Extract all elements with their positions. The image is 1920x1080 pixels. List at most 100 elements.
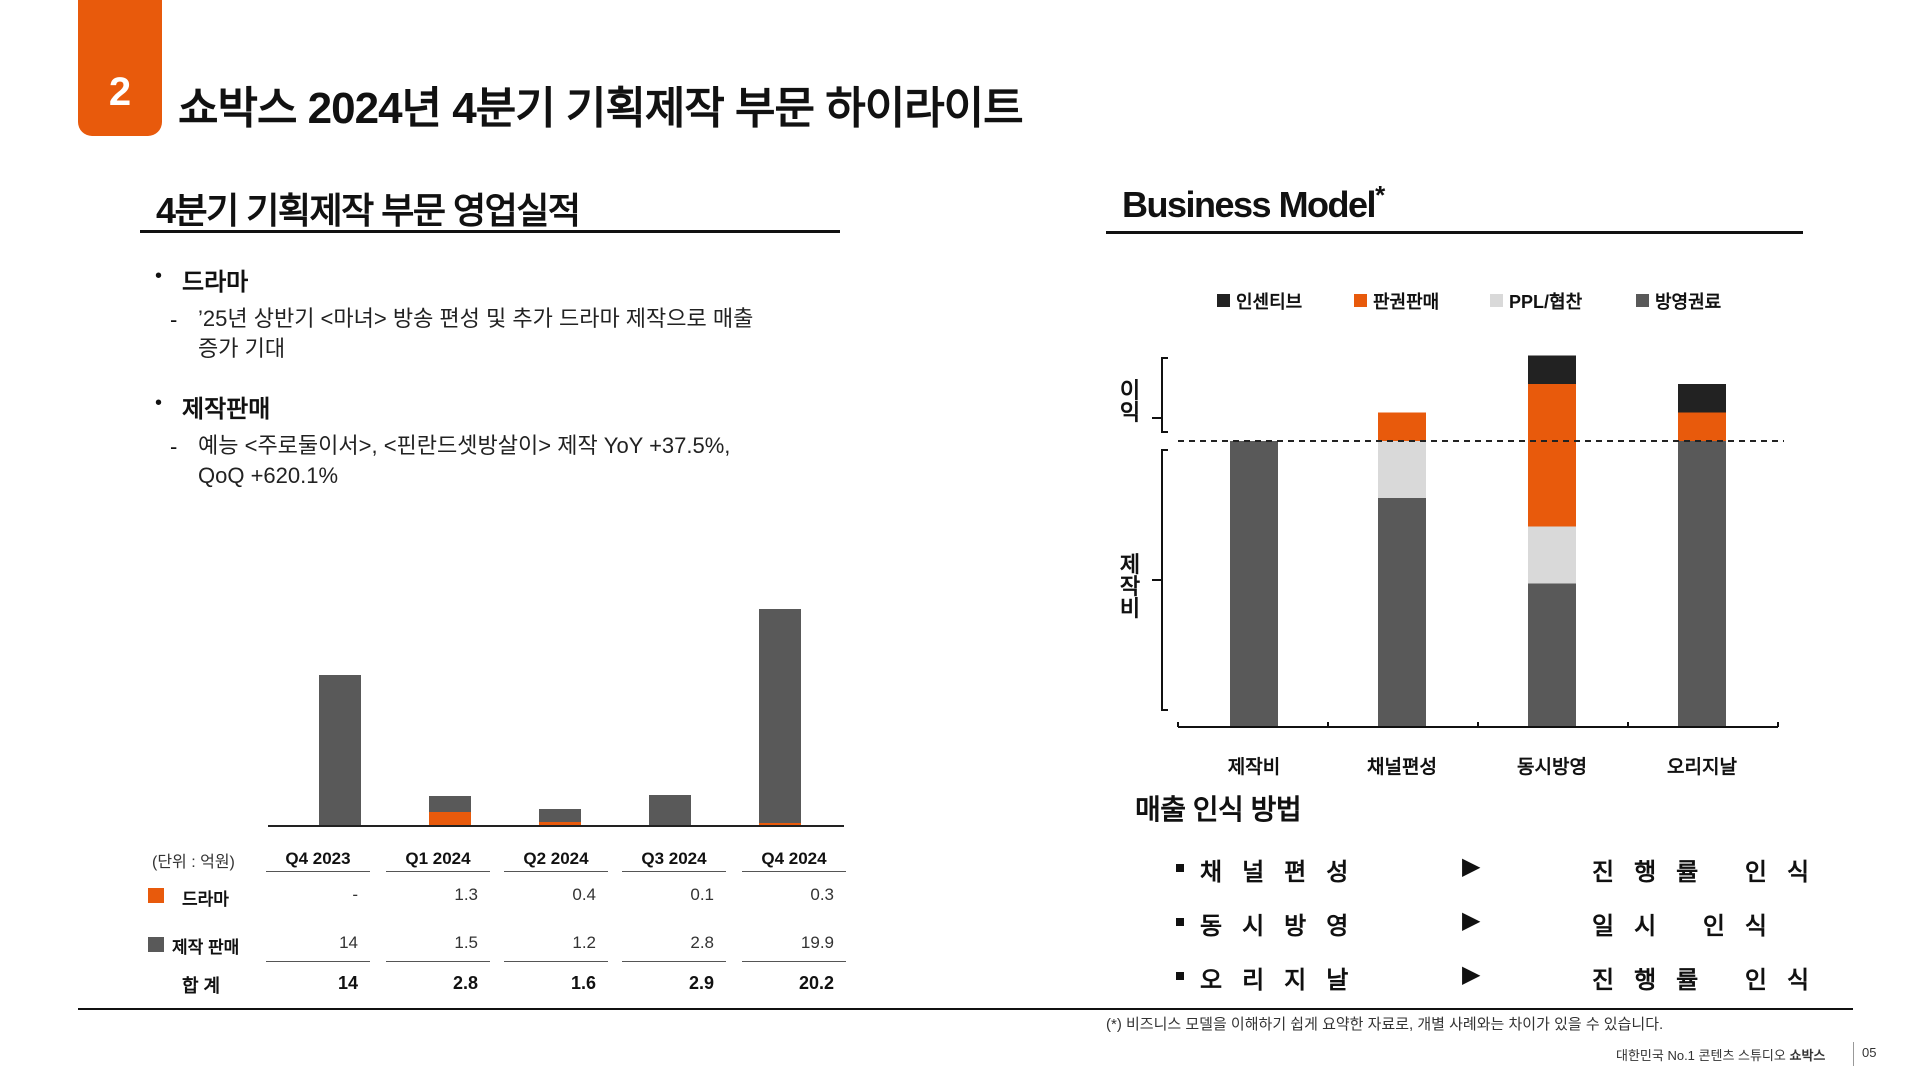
footer-tagline-text: 대한민국 No.1 콘텐츠 스튜디오 [1616, 1048, 1786, 1063]
side-label-profit: 이 익 [1118, 380, 1142, 424]
right-heading-rule [1106, 231, 1803, 234]
table-cell: 1.2 [572, 933, 596, 952]
revenue-item-type: 채널편성 [1200, 859, 1369, 886]
legend-swatch-rights-sales [1354, 294, 1367, 307]
column-header: Q4 2023 [285, 849, 351, 868]
legend-swatch-incentive [1217, 294, 1230, 307]
x-category-label: 제작비 [1227, 757, 1281, 778]
bar-production-sales [429, 795, 471, 812]
revenue-recognition-title: 매출 인식 방법 [1135, 794, 1302, 825]
bullet-dot: • [155, 265, 163, 287]
section-number: 2 [108, 70, 132, 114]
table-cell: 2.8 [690, 933, 714, 952]
legend-label-incentive: 인센티브 [1236, 292, 1303, 312]
table-cell: 19.9 [800, 933, 834, 952]
quarterly-bar-chart [268, 600, 844, 827]
side-label-production-cost: 제 작 비 [1118, 554, 1142, 620]
business-model-chart [1177, 355, 1784, 728]
arrow-icon: ▶ [1462, 961, 1481, 988]
bar-rights-sales [1378, 412, 1426, 441]
bar-incentive [1528, 355, 1576, 384]
side-label-char: 비 [1119, 596, 1141, 621]
side-label-char: 제 [1119, 552, 1141, 577]
x-category-label: 오리지날 [1667, 757, 1737, 778]
footer-rule [78, 1008, 1853, 1010]
revenue-bullet [1176, 972, 1184, 980]
legend-label-broadcast-fee: 방영권료 [1655, 292, 1722, 312]
side-label-char: 작 [1119, 574, 1141, 599]
bar-drama [759, 822, 801, 826]
legend-swatch-ppl [1490, 294, 1503, 307]
total-rule [504, 961, 608, 962]
bullet-dash: - [170, 307, 178, 332]
total-cell: 20.2 [798, 973, 834, 993]
detail-line: 예능 <주로둘이서>, <핀란드셋방살이> 제작 YoY +37.5%, [198, 433, 731, 458]
footer-tagline: 대한민국 No.1 콘텐츠 스튜디오 쇼박스 [1616, 1045, 1825, 1064]
table-cell: 0.4 [572, 885, 596, 904]
bar-drama [429, 812, 471, 826]
legend-label-rights-sales: 판권판매 [1373, 292, 1440, 312]
total-cell: 2.9 [688, 973, 714, 993]
cost-brace [1152, 449, 1168, 711]
column-header-rule [266, 871, 370, 872]
column-header: Q2 2024 [523, 849, 589, 868]
revenue-item-method: 진행률 인식 [1592, 859, 1830, 886]
bullet-title-production-sales: 제작판매 [182, 396, 271, 423]
total-cell: 14 [337, 973, 358, 993]
table-cell: 1.3 [454, 885, 478, 904]
column-header-rule [386, 871, 490, 872]
bar-rights-sales [1528, 384, 1576, 527]
bullet-dot: • [155, 392, 163, 414]
legend-label-ppl: PPL/협찬 [1509, 292, 1583, 312]
page-number: 05 [1862, 1045, 1877, 1060]
revenue-item-method: 진행률 인식 [1592, 967, 1830, 994]
arrow-icon: ▶ [1462, 853, 1481, 880]
detail-line: 증가 기대 [198, 336, 286, 361]
row-label-total: 합 계 [182, 976, 221, 996]
total-cell: 2.8 [452, 973, 478, 993]
bar-production-sales [759, 608, 801, 823]
bullet-dash: - [170, 434, 178, 459]
bar-production-sales [319, 675, 361, 826]
column-header: Q4 2024 [761, 849, 827, 868]
business-model-title: Business Model [1122, 184, 1377, 225]
chart-baseline [268, 825, 844, 827]
column-header-rule [504, 871, 608, 872]
x-category-label: 채널편성 [1367, 757, 1437, 778]
column-header: Q1 2024 [405, 849, 471, 868]
detail-line: QoQ +620.1% [198, 463, 339, 488]
total-rule [622, 961, 726, 962]
footer-brand: 쇼박스 [1789, 1048, 1826, 1063]
footnote: (*) 비즈니스 모델을 이해하기 쉽게 요약한 자료로, 개별 사례와는 차이… [1106, 1016, 1664, 1033]
bar-rights-sales [1678, 412, 1726, 441]
bar-ppl [1378, 441, 1426, 498]
total-rule [266, 961, 370, 962]
total-rule [742, 961, 846, 962]
bar-broadcast-fee [1678, 441, 1726, 726]
table-cell: 14 [339, 933, 358, 952]
section-badge: 2 [78, 0, 162, 136]
unit-label: (단위 : 억원) [152, 854, 235, 871]
column-header-rule [742, 871, 846, 872]
bar-incentive [1678, 384, 1726, 413]
total-rule [386, 961, 490, 962]
legend-swatch-broadcast-fee [1636, 294, 1649, 307]
row-label-drama: 드라마 [182, 890, 229, 909]
bullet-detail-production-sales: 예능 <주로둘이서>, <핀란드셋방살이> 제작 YoY +37.5%, QoQ… [198, 431, 818, 491]
profit-brace [1152, 357, 1168, 433]
revenue-bullet [1176, 864, 1184, 872]
footnote-mark: * [1375, 180, 1385, 210]
bar-production-sales [649, 794, 691, 825]
column-header: Q3 2024 [641, 849, 707, 868]
revenue-item-type: 오리지날 [1200, 967, 1369, 994]
revenue-bullet [1176, 918, 1184, 926]
total-cell: 1.6 [570, 973, 596, 993]
arrow-icon: ▶ [1462, 907, 1481, 934]
bar-ppl [1528, 526, 1576, 584]
side-braces [1152, 357, 1168, 711]
bullet-detail-drama: ’25년 상반기 <마녀> 방송 편성 및 추가 드라마 제작으로 매출 증가 … [198, 304, 818, 364]
drama-swatch [148, 888, 164, 903]
bar-production-sales [539, 808, 581, 822]
detail-line: ’25년 상반기 <마녀> 방송 편성 및 추가 드라마 제작으로 매출 [198, 306, 754, 331]
left-section-heading: 4분기 기획제작 부문 영업실적 [156, 190, 581, 231]
